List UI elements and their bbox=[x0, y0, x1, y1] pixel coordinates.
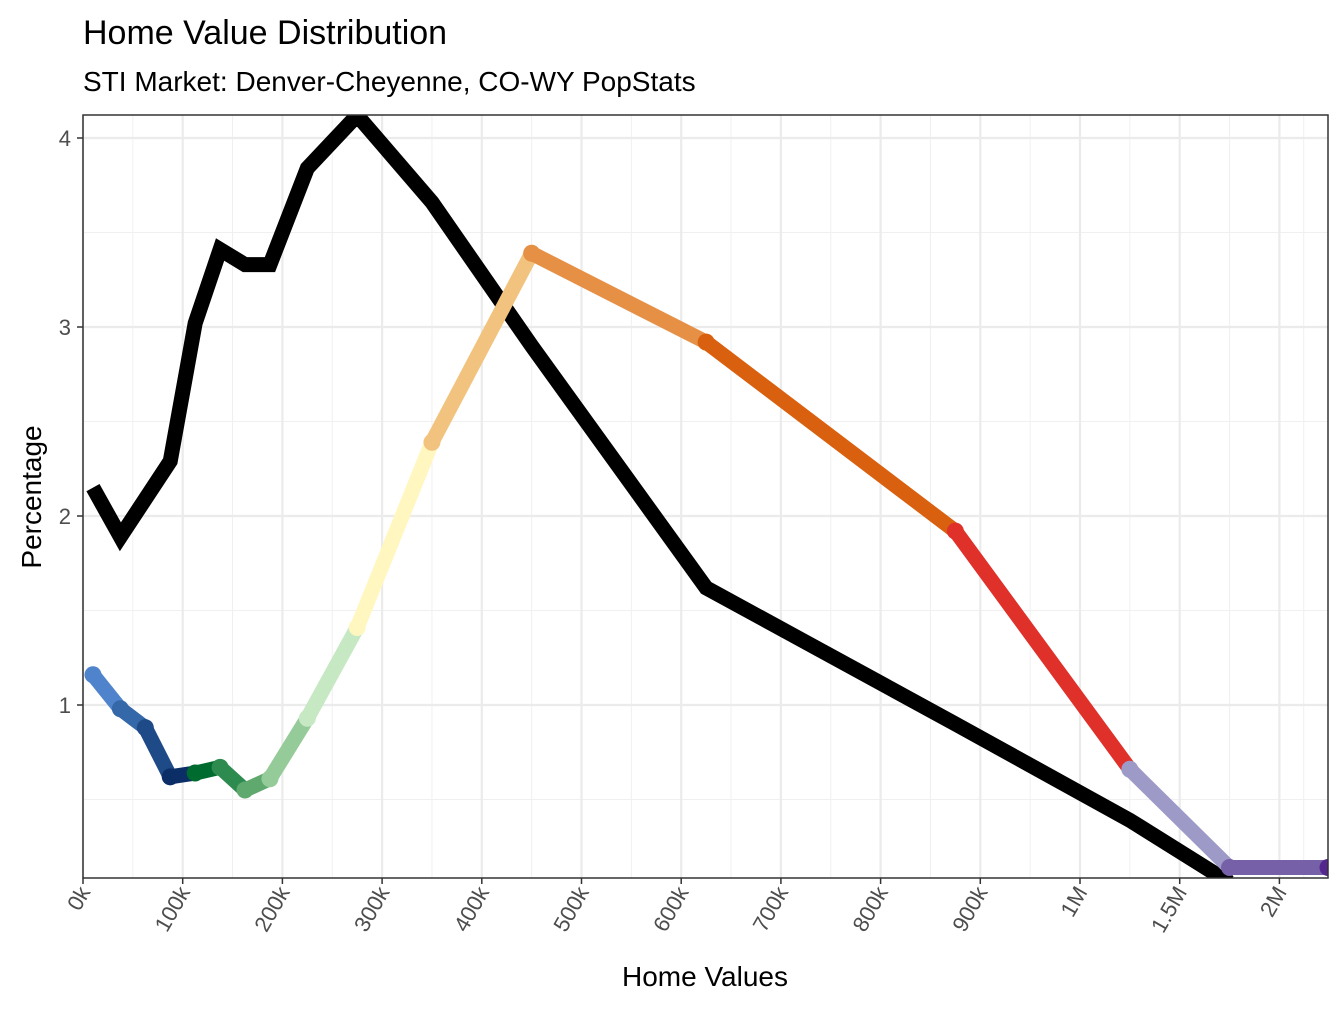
x-tick-label: 1.5M bbox=[1146, 882, 1192, 937]
x-tick-label: 700k bbox=[748, 881, 794, 936]
series-segment bbox=[263, 714, 314, 783]
series-segment bbox=[300, 623, 364, 722]
total-series-line bbox=[86, 115, 1234, 878]
x-tick-label: 500k bbox=[548, 881, 594, 936]
series-point bbox=[236, 781, 254, 799]
series-point bbox=[1319, 859, 1328, 877]
x-tick-label: 600k bbox=[648, 881, 694, 936]
grid bbox=[81, 115, 1328, 878]
series-point bbox=[348, 619, 366, 637]
series-point bbox=[161, 768, 179, 786]
series-segment bbox=[350, 439, 439, 631]
x-tick-label: 900k bbox=[947, 881, 993, 936]
x-tick-label: 200k bbox=[249, 881, 295, 936]
series-point bbox=[1121, 760, 1139, 778]
x-tick-label: 2M bbox=[1255, 882, 1292, 921]
x-tick-label: 1M bbox=[1055, 882, 1092, 921]
y-tick-label: 2 bbox=[59, 504, 71, 529]
y-axis-title: Percentage bbox=[16, 425, 47, 568]
x-tick-label: 100k bbox=[150, 881, 196, 936]
plot-background bbox=[83, 115, 1328, 878]
plot-border bbox=[82, 114, 1329, 879]
series-segment bbox=[425, 249, 539, 446]
x-tick-label: 0k bbox=[62, 881, 96, 914]
x-axis-title: Home Values bbox=[622, 961, 788, 992]
x-tick-label: 300k bbox=[349, 881, 395, 936]
series-point bbox=[523, 244, 541, 262]
series-point bbox=[136, 719, 154, 737]
chart-subtitle: STI Market: Denver-Cheyenne, CO-WY PopSt… bbox=[83, 66, 696, 97]
series-point bbox=[423, 433, 441, 451]
series-point bbox=[261, 770, 279, 788]
y-tick-label: 4 bbox=[59, 126, 71, 151]
x-tick-label: 800k bbox=[847, 881, 893, 936]
plot-lines bbox=[84, 115, 1328, 878]
series-segment bbox=[949, 526, 1136, 774]
series-segment bbox=[528, 246, 710, 349]
series-segment bbox=[1124, 763, 1235, 873]
series-point bbox=[298, 709, 316, 727]
y-tick-label: 3 bbox=[59, 315, 71, 340]
series-point bbox=[111, 700, 129, 718]
series-point bbox=[84, 666, 102, 684]
series-point bbox=[697, 333, 715, 351]
series-point bbox=[211, 758, 229, 776]
series-group bbox=[84, 115, 1328, 878]
x-tick-label: 400k bbox=[449, 881, 495, 936]
y-tick-label: 1 bbox=[59, 693, 71, 718]
chart-title: Home Value Distribution bbox=[83, 14, 447, 52]
series-point bbox=[946, 522, 964, 540]
series-segment bbox=[701, 336, 960, 538]
series-point bbox=[1221, 859, 1239, 877]
series-segment bbox=[138, 724, 177, 781]
series-point bbox=[186, 764, 204, 782]
